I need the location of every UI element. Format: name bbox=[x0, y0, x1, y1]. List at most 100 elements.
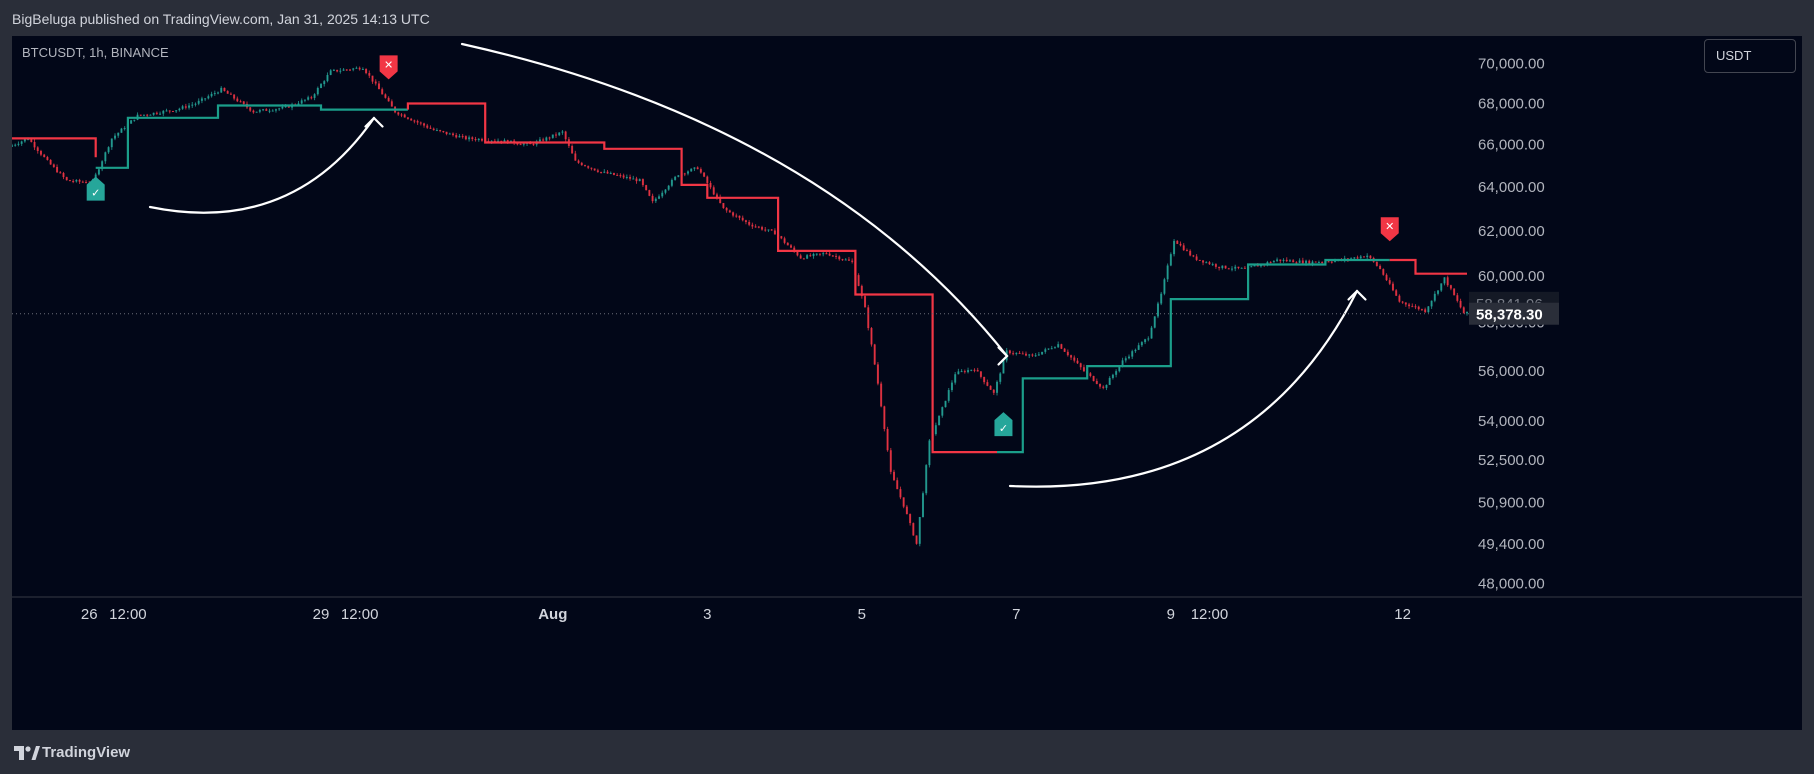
candle-body bbox=[313, 94, 316, 98]
candle-body bbox=[780, 236, 783, 239]
candle-body bbox=[699, 169, 702, 173]
candle-body bbox=[629, 176, 632, 179]
candle-body bbox=[1047, 348, 1050, 350]
candle-body bbox=[738, 215, 741, 218]
time-axis[interactable]: 26 12:00 29 12:00 Aug 3 5 7 9 12:00 12 bbox=[81, 606, 1411, 623]
candle-body bbox=[1185, 250, 1188, 252]
candle-body bbox=[709, 182, 712, 188]
candle-body bbox=[72, 181, 75, 183]
candle-body bbox=[1028, 354, 1031, 356]
candle-body bbox=[1002, 360, 1005, 374]
candle-body bbox=[555, 134, 558, 136]
candle-body bbox=[442, 131, 445, 133]
candle-body bbox=[303, 99, 306, 101]
candle-body bbox=[1079, 363, 1082, 368]
candle-body bbox=[625, 176, 628, 178]
candle-body bbox=[606, 171, 609, 174]
candle-body bbox=[268, 110, 271, 112]
candle-body bbox=[1018, 352, 1021, 354]
candle-body bbox=[384, 94, 387, 98]
sell-signal-badge: ✕ bbox=[1380, 217, 1399, 242]
currency-button[interactable]: USDT bbox=[1704, 39, 1796, 73]
candle-body bbox=[867, 307, 870, 329]
candle-body bbox=[310, 97, 313, 99]
candle-body bbox=[1182, 245, 1185, 251]
candle-body bbox=[992, 389, 995, 393]
candle-body bbox=[1449, 285, 1452, 289]
y-tick-label: 48,000.00 bbox=[1478, 575, 1545, 592]
candle-body bbox=[844, 259, 847, 261]
trailing-stop-bear-segment bbox=[12, 137, 97, 158]
candle-body bbox=[1462, 307, 1465, 314]
candle-body bbox=[1124, 358, 1127, 361]
candle-body bbox=[101, 161, 104, 170]
publisher-line: BigBeluga published on TradingView.com, … bbox=[12, 11, 430, 27]
candle-body bbox=[1118, 365, 1121, 372]
candle-body bbox=[468, 137, 471, 140]
candle-body bbox=[1272, 260, 1275, 263]
candle-body bbox=[744, 220, 747, 222]
candle-body bbox=[979, 371, 982, 377]
candle-body bbox=[1430, 300, 1433, 307]
candle-body bbox=[307, 97, 310, 100]
candle-body bbox=[1082, 367, 1085, 372]
candle-body bbox=[1015, 352, 1018, 354]
candle-body bbox=[1298, 260, 1301, 263]
candle-body bbox=[445, 131, 448, 135]
candle-body bbox=[1314, 261, 1317, 263]
candle-body bbox=[986, 382, 989, 386]
candle-body bbox=[641, 179, 644, 186]
candle-body bbox=[1366, 255, 1369, 258]
candle-body bbox=[471, 137, 474, 140]
trailing-stop-bear-segment bbox=[406, 102, 997, 454]
candle-body bbox=[690, 168, 693, 172]
candle-body bbox=[1115, 371, 1118, 375]
candle-body bbox=[1266, 262, 1269, 265]
x-tick-label: 12 bbox=[1394, 606, 1411, 623]
candle-body bbox=[1128, 356, 1131, 359]
candle-body bbox=[320, 84, 323, 88]
candle-body bbox=[603, 171, 606, 173]
x-tick-label: 12:00 bbox=[109, 606, 147, 623]
price-chart[interactable]: 70,000.00 68,000.00 66,000.00 64,000.00 62,0… bbox=[12, 36, 1802, 730]
candle-body bbox=[159, 113, 162, 115]
candle-body bbox=[432, 128, 435, 131]
candle-body bbox=[181, 106, 184, 109]
candle-body bbox=[1202, 260, 1205, 263]
y-tick-label: 64,000.00 bbox=[1478, 179, 1545, 196]
x-tick-label: 12:00 bbox=[341, 606, 379, 623]
y-tick-label: 56,000.00 bbox=[1478, 363, 1545, 380]
candle-body bbox=[1276, 259, 1279, 261]
x-tick-label: 26 bbox=[81, 606, 98, 623]
tradingview-logo-icon bbox=[14, 746, 40, 760]
price-axis[interactable]: 70,000.00 68,000.00 66,000.00 64,000.00 62,0… bbox=[12, 56, 1802, 598]
candle-body bbox=[435, 130, 438, 132]
candle-body bbox=[39, 151, 42, 155]
top-bar: BigBeluga published on TradingView.com, … bbox=[0, 0, 1814, 36]
candle-body bbox=[1021, 353, 1024, 355]
price-labels: 58,841.9658,378.30 bbox=[12, 291, 1559, 325]
candle-body bbox=[1073, 357, 1076, 361]
candle-body bbox=[458, 136, 461, 138]
y-tick-label: 54,000.00 bbox=[1478, 413, 1545, 430]
candle-body bbox=[1044, 349, 1047, 352]
candle-body bbox=[822, 253, 825, 255]
candle-body bbox=[81, 181, 84, 183]
y-tick-label: 66,000.00 bbox=[1478, 137, 1545, 154]
candle-body bbox=[429, 127, 432, 129]
candle-body bbox=[880, 383, 883, 407]
candle-body bbox=[1411, 306, 1414, 308]
candle-body bbox=[976, 370, 979, 372]
candle-body bbox=[1237, 266, 1240, 268]
candle-body bbox=[284, 106, 287, 108]
candle-body bbox=[146, 114, 149, 116]
candle-body bbox=[921, 493, 924, 518]
chart-frame[interactable]: 70,000.00 68,000.00 66,000.00 64,000.00 62,0… bbox=[12, 36, 1802, 730]
candle-body bbox=[297, 103, 300, 105]
candle-body bbox=[818, 253, 821, 255]
buy-signal-shape bbox=[994, 412, 1013, 437]
candle-body bbox=[683, 173, 686, 175]
candle-body bbox=[406, 117, 409, 119]
candle-body bbox=[1050, 348, 1053, 350]
candle-body bbox=[381, 89, 384, 95]
